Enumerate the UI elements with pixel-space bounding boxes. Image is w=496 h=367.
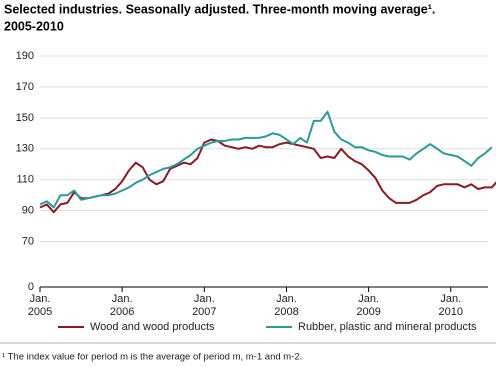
line-series <box>39 110 493 209</box>
chart-subtitle: 2005-2010 <box>4 19 64 33</box>
chart-title: Selected industries. Seasonally adjusted… <box>4 2 435 16</box>
legend-label: Rubber, plastic and mineral products <box>298 321 477 333</box>
x-tick-label: Jan. 2006 <box>110 293 134 318</box>
y-tick-label: 170 <box>16 81 34 93</box>
footnote: ¹ The index value for period m is the av… <box>2 352 302 363</box>
x-tick-label: Jan. 2007 <box>192 293 216 318</box>
y-tick-label: 150 <box>16 112 34 124</box>
y-tick-label: 0 <box>28 281 34 293</box>
y-tick-label: 90 <box>22 205 34 217</box>
x-tick-label: Jan. 2009 <box>356 293 380 318</box>
x-tick-label: Jan. 2005 <box>28 293 52 318</box>
y-tick-label: 70 <box>22 235 34 247</box>
y-tick-label: 130 <box>16 143 34 155</box>
x-tick-label: Jan. 2010 <box>439 293 463 318</box>
x-tick-label: Jan. 2008 <box>274 293 298 318</box>
y-tick-label: 110 <box>16 174 34 186</box>
y-tick-label: 190 <box>16 50 34 62</box>
legend-label: Wood and wood products <box>90 321 215 333</box>
line-series <box>39 138 496 214</box>
